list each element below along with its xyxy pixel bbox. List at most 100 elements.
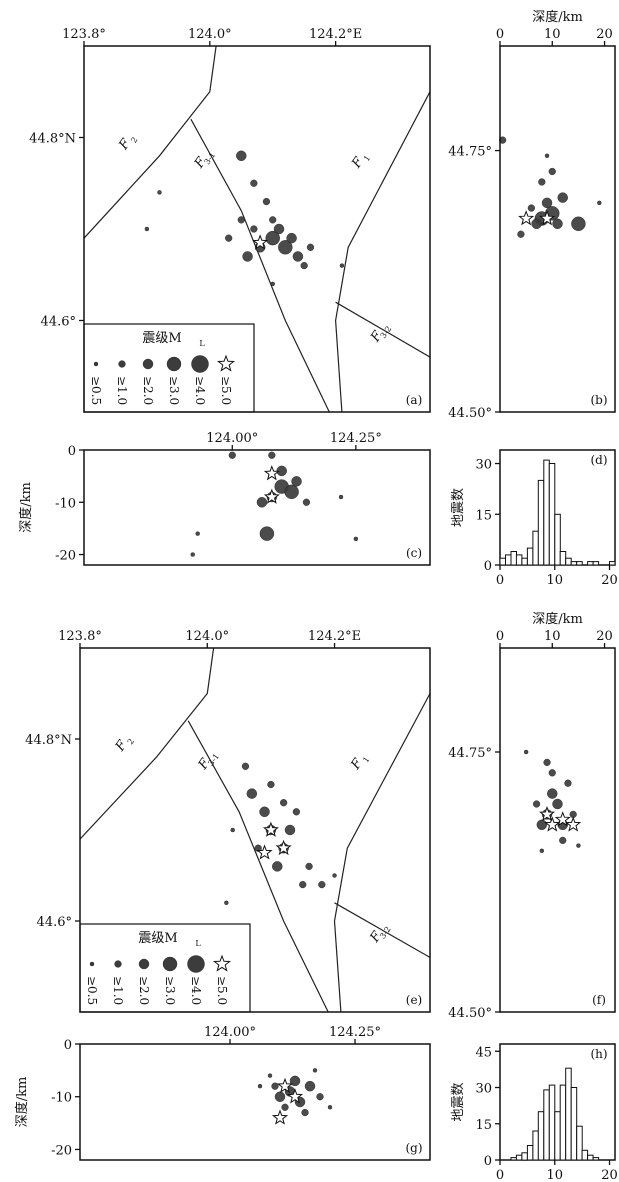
- x-tick-label: 0: [496, 629, 504, 644]
- x-tick-label: 124.2°E: [308, 629, 361, 644]
- y-tick-label: 44.50°: [448, 406, 492, 421]
- event-point: [292, 251, 304, 262]
- y-tick-label: 44.50°: [448, 1006, 492, 1021]
- legend-symbol: [114, 960, 122, 968]
- y-tick-label: 44.6°: [41, 315, 76, 330]
- histogram-bar: [532, 530, 539, 566]
- event-point: [284, 484, 299, 500]
- event-point: [339, 263, 345, 268]
- x-tick-label: 124.0°: [188, 27, 232, 42]
- y-tick-label: -10: [51, 1091, 72, 1106]
- fault-label: F2: [112, 737, 136, 755]
- x-tick-label: 0: [496, 27, 504, 42]
- event-point: [262, 197, 271, 206]
- event-point: [557, 192, 568, 203]
- event-point: [499, 136, 507, 144]
- x-tick-label: 124.25°: [329, 1025, 381, 1040]
- x-tick-label: 123.8°: [62, 27, 106, 42]
- event-point: [306, 243, 315, 251]
- event-point: [270, 281, 275, 287]
- x-tick-label: 20: [596, 629, 613, 644]
- y-tick-label: 0: [484, 559, 492, 574]
- depth-lat-frame: [499, 647, 616, 1013]
- mainshock-star: [286, 1088, 304, 1104]
- histogram-bar: [609, 561, 616, 566]
- fault-label: F3-1: [191, 151, 217, 172]
- y-tick-label: 45: [475, 1045, 492, 1060]
- mainshock-star: [262, 821, 279, 837]
- histogram-bar: [537, 1111, 545, 1161]
- x-tick-label: 0: [496, 573, 504, 588]
- y-tick-label: -10: [55, 496, 76, 511]
- panel-label-d: (d): [590, 453, 607, 467]
- panel-label-f: (f): [592, 993, 606, 1007]
- y-axis-label: 深度/km: [14, 1077, 30, 1128]
- fault-label-sub: 1: [362, 154, 372, 163]
- y-tick-label: 0: [484, 1154, 492, 1169]
- event-point: [538, 178, 546, 186]
- mainshock-star: [539, 805, 556, 822]
- y-axis-label-group: 深度/km: [18, 482, 34, 533]
- panel-label-c: (c): [406, 546, 422, 560]
- y-tick-label: 30: [475, 458, 492, 473]
- legend-label: ≥1.0: [111, 976, 125, 1005]
- fault-label: F1: [348, 755, 372, 773]
- histogram-bar: [521, 1152, 528, 1161]
- event-point: [292, 808, 300, 816]
- mainshock-star: [256, 844, 273, 860]
- x-tick-label: 124.2°E: [309, 27, 362, 42]
- y-tick-label: 15: [475, 508, 492, 523]
- histogram-bar: [526, 1145, 534, 1161]
- event-point: [230, 827, 235, 833]
- event-point: [257, 1083, 263, 1089]
- fault-group: [84, 46, 430, 412]
- event-point: [256, 497, 268, 508]
- fault-label: F3-2: [367, 925, 393, 946]
- event-point: [543, 758, 551, 767]
- x-tick-label: 20: [601, 1168, 618, 1182]
- y-tick-label: 44.8°N: [29, 132, 76, 147]
- legend-label: ≥0.5: [85, 976, 99, 1005]
- legend-title: 震级M: [138, 931, 177, 946]
- mainshock-star: [263, 465, 280, 481]
- x-tick-label: 0: [496, 1168, 504, 1182]
- legend-symbol: [142, 358, 154, 370]
- x-tick-label: 20: [596, 27, 613, 42]
- event-point: [278, 240, 293, 255]
- event-point: [281, 1103, 289, 1111]
- x-tick-label: 124.00°: [206, 431, 258, 446]
- map-frame: [83, 45, 431, 413]
- mainshock-star: [518, 210, 535, 226]
- event-point: [597, 200, 602, 206]
- legend-star: [217, 354, 235, 372]
- histogram-bar: [581, 1149, 589, 1161]
- event-point: [291, 476, 302, 487]
- event-point: [316, 1093, 324, 1101]
- event-point: [539, 848, 545, 853]
- histogram-bar: [543, 1089, 550, 1161]
- event-point: [353, 536, 359, 542]
- legend-label-group: ≥1.0: [111, 976, 125, 1005]
- event-point: [548, 769, 556, 777]
- histogram-bar: [510, 1157, 517, 1161]
- histogram-bar: [570, 561, 578, 566]
- histogram-bar: [526, 547, 534, 566]
- fault-group: [80, 648, 430, 1012]
- histogram-bar: [521, 557, 528, 566]
- histogram-bar: [510, 551, 517, 566]
- legend-symbol: [138, 958, 150, 970]
- y-axis-label-group: 地震数: [451, 488, 466, 527]
- y-tick-label: 44.75°: [448, 145, 492, 160]
- event-point: [241, 762, 250, 770]
- legend-symbol: [166, 356, 182, 372]
- legend-label: ≥5.0: [215, 976, 229, 1005]
- map-frame: [79, 647, 431, 1013]
- event-point: [532, 800, 541, 808]
- event-point: [517, 230, 525, 238]
- event-point: [338, 494, 344, 500]
- event-point: [523, 749, 529, 755]
- event-point: [327, 1105, 333, 1110]
- histogram-bar: [537, 479, 545, 566]
- histogram-bar: [548, 1084, 556, 1161]
